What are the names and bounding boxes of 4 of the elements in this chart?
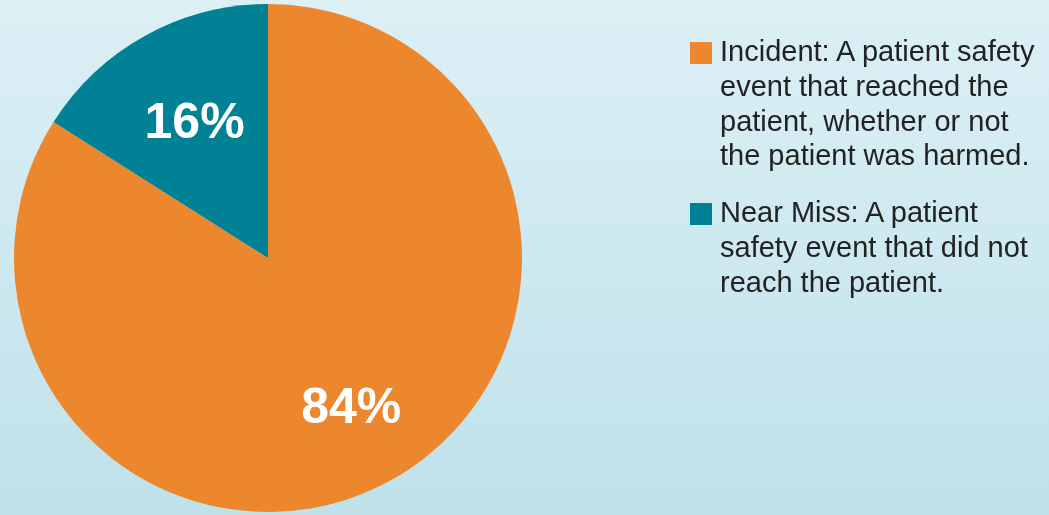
- legend-label: Near Miss: A patient safety event that did not reach the patient.: [720, 196, 1028, 298]
- data-label: 84%: [301, 378, 402, 435]
- legend-label: Incident: A patient safety event that reached the patient, whether or not the patient was harmed.: [720, 35, 1035, 172]
- data-label: 16%: [144, 93, 245, 150]
